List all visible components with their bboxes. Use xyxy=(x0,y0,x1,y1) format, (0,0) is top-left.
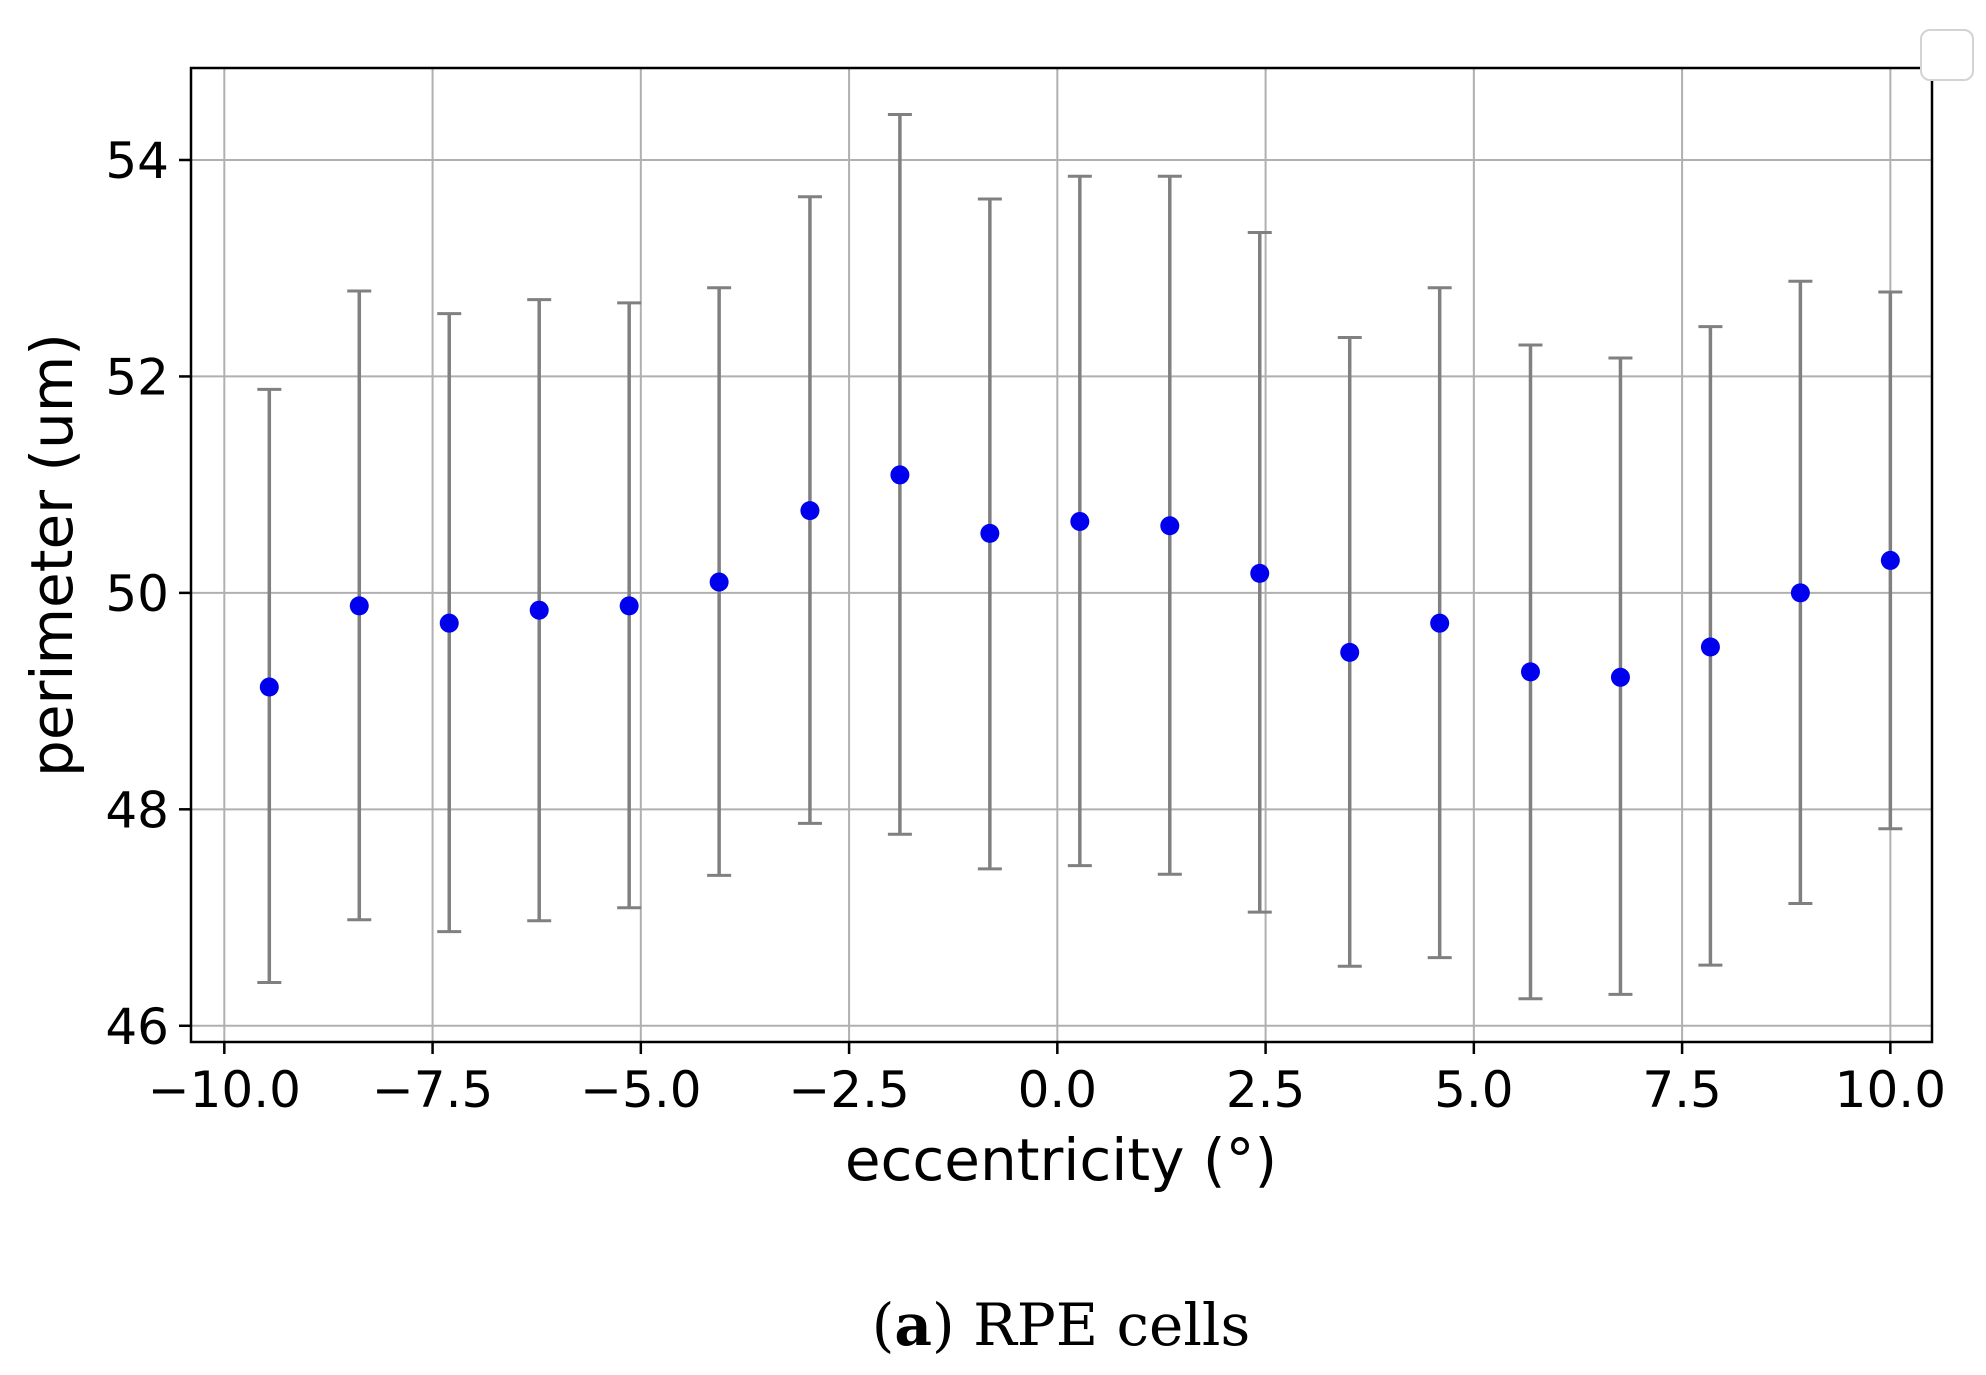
x-tick-label: 5.0 xyxy=(1434,1061,1514,1119)
data-point xyxy=(439,613,459,633)
data-point xyxy=(980,523,1000,543)
x-tick-label: 10.0 xyxy=(1835,1061,1946,1119)
grid xyxy=(191,68,1932,1042)
y-tick-label: 54 xyxy=(105,132,169,190)
data-point xyxy=(1250,563,1270,583)
y-tick-label: 52 xyxy=(105,348,169,406)
data-point xyxy=(1160,516,1180,536)
caption-label: a xyxy=(894,1291,932,1359)
y-tick-label: 50 xyxy=(105,565,169,623)
x-tick-label: −2.5 xyxy=(788,1061,909,1119)
y-axis-ticks: 46 48 50 52 54 xyxy=(105,132,191,1056)
data-point xyxy=(349,596,369,616)
y-tick-label: 46 xyxy=(105,998,169,1056)
data-point xyxy=(890,465,910,485)
x-tick-label: −7.5 xyxy=(372,1061,493,1119)
data-point xyxy=(709,572,729,592)
x-tick-label: 7.5 xyxy=(1642,1061,1722,1119)
caption-text: RPE cells xyxy=(973,1291,1250,1359)
y-tick-label: 48 xyxy=(105,781,169,839)
x-axis-ticks: −10.0 −7.5 −5.0 −2.5 0.0 2.5 5.0 7.5 10.0 xyxy=(148,1042,1946,1119)
x-tick-label: 2.5 xyxy=(1226,1061,1306,1119)
data-point xyxy=(619,596,639,616)
data-point xyxy=(1700,637,1720,657)
data-point xyxy=(1610,667,1630,687)
data-point xyxy=(1790,583,1810,603)
x-tick-label: 0.0 xyxy=(1018,1061,1098,1119)
data-point xyxy=(1070,511,1090,531)
x-tick-label: −5.0 xyxy=(580,1061,701,1119)
y-axis-label: perimeter (um) xyxy=(18,333,86,777)
data-point xyxy=(529,600,549,620)
data-point xyxy=(1430,613,1450,633)
x-axis-label: eccentricity (°) xyxy=(845,1126,1277,1194)
x-tick-label: −10.0 xyxy=(148,1061,301,1119)
data-point xyxy=(800,501,820,521)
figure-caption: (a) RPE cells xyxy=(872,1291,1250,1359)
data-point xyxy=(259,677,279,697)
data-point xyxy=(1520,662,1540,682)
data-point xyxy=(1880,550,1900,570)
plot-frame xyxy=(189,66,1934,1044)
data-points xyxy=(259,465,1900,697)
data-point xyxy=(1340,642,1360,662)
legend-box xyxy=(1920,29,1974,81)
